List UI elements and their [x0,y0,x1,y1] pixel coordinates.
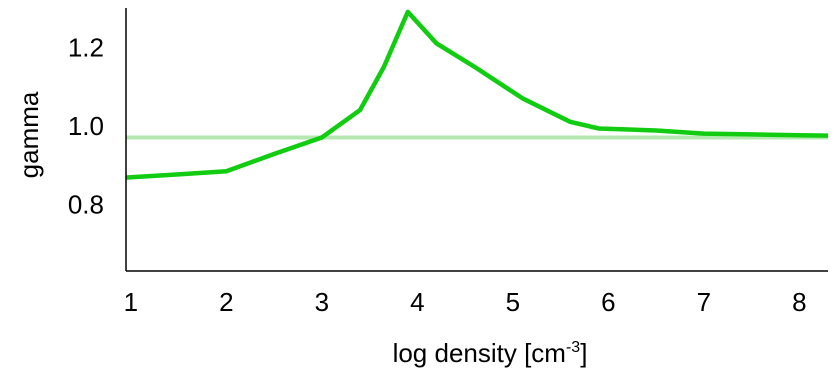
x-tick-label: 4 [410,287,424,317]
x-tick-label: 3 [315,287,329,317]
x-tick-label: 8 [792,287,806,317]
series-line-gamma [125,9,829,180]
x-tick-label: 7 [697,287,711,317]
y-tick-label: 1.2 [68,32,104,62]
x-tick-label: 1 [124,287,138,317]
x-tick-label: 5 [506,287,520,317]
y-tick-label: 1.0 [68,111,104,141]
series-layer [125,9,829,180]
x-axis-title: log density [cm-3] [393,338,588,368]
y-tick-labels: 0.8 1.0 1.2 [68,32,104,219]
y-tick-label: 0.8 [68,189,104,219]
x-tick-label: 6 [601,287,615,317]
y-axis-title: gamma [14,91,44,178]
x-tick-labels: 1 2 3 4 5 6 7 8 [124,287,807,317]
x-tick-label: 2 [219,287,233,317]
